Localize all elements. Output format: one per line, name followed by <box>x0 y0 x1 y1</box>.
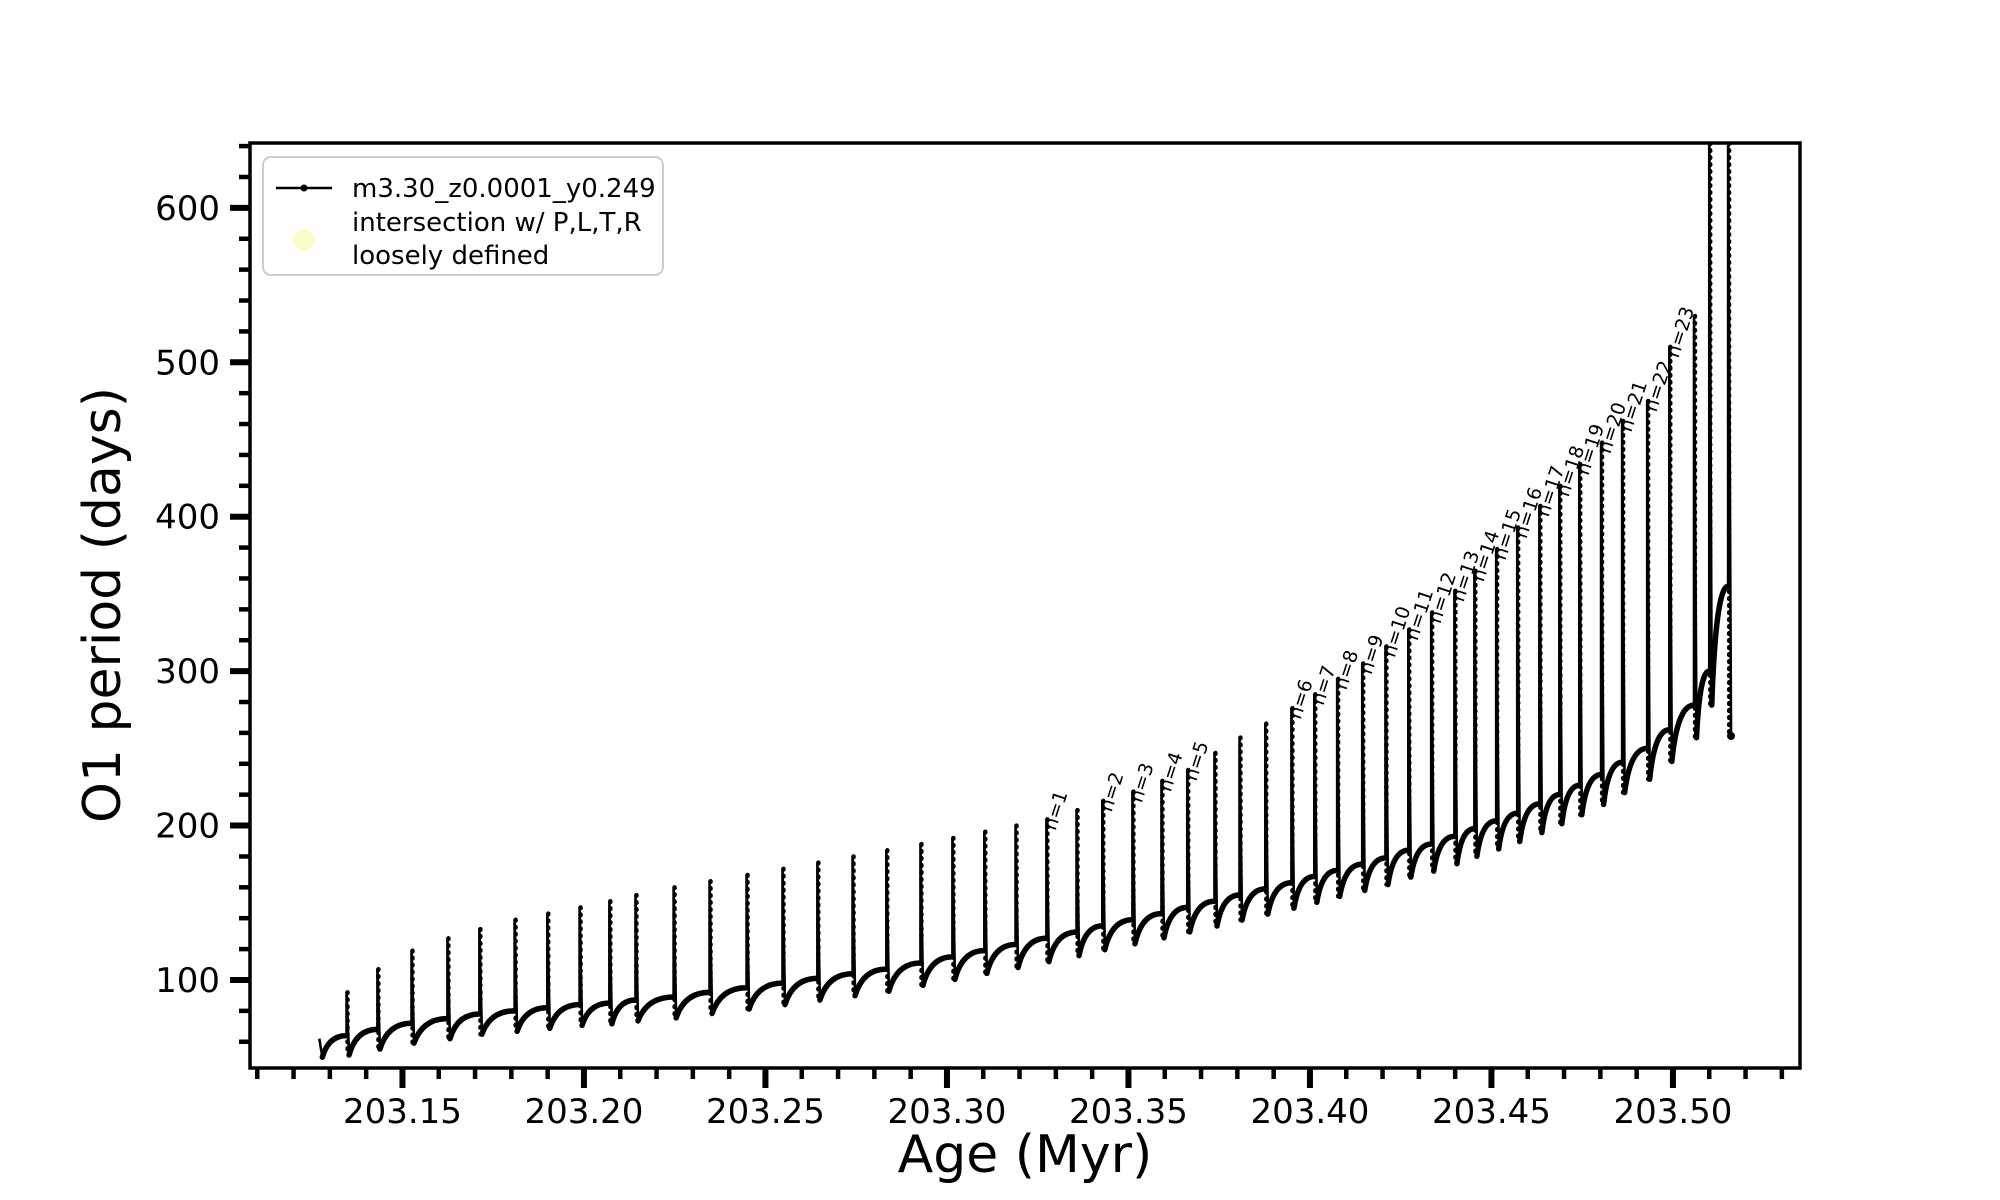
series-end-point <box>1727 731 1736 740</box>
y-tick-label: 200 <box>155 807 220 847</box>
y-axis-label: O1 period (days) <box>73 387 133 823</box>
x-tick-label: 203.40 <box>1250 1092 1369 1132</box>
legend-box <box>262 156 664 276</box>
x-tick-label: 203.45 <box>1432 1092 1551 1132</box>
y-tick-label: 400 <box>155 498 220 538</box>
axes-ticks: 203.15 203.20 203.25 203.30 203.35 203.40 203.… <box>155 143 1785 1132</box>
x-tick-label: 203.50 <box>1613 1092 1732 1132</box>
plot-border <box>248 141 1802 1070</box>
legend: m3.30_z0.0001_y0.249 intersection w/ P,L… <box>262 156 664 276</box>
x-axis-label: Age (Myr) <box>898 1125 1153 1185</box>
legend-intersection-marker-icon <box>293 229 315 251</box>
y-tick-label: 500 <box>155 343 220 383</box>
x-tick-label: 203.35 <box>1069 1092 1188 1132</box>
x-tick-label: 203.20 <box>524 1092 643 1132</box>
legend-item-intersection-line1: intersection w/ P,L,T,R <box>352 208 642 238</box>
legend-item-intersection-line2: loosely defined <box>352 241 549 271</box>
data-series-layer <box>318 143 1736 1060</box>
x-tick-label: 203.25 <box>706 1092 825 1132</box>
legend-line-marker-dot-icon <box>300 184 308 192</box>
x-tick-label: 203.30 <box>887 1092 1006 1132</box>
series-baseline-arcs <box>319 583 1731 1060</box>
y-tick-label: 100 <box>155 961 220 1001</box>
series-spike-markers <box>345 143 1732 1058</box>
y-tick-label: 300 <box>155 652 220 692</box>
y-tick-label: 600 <box>155 189 220 229</box>
legend-item-series-label: m3.30_z0.0001_y0.249 <box>352 174 656 204</box>
x-tick-label: 203.15 <box>343 1092 462 1132</box>
